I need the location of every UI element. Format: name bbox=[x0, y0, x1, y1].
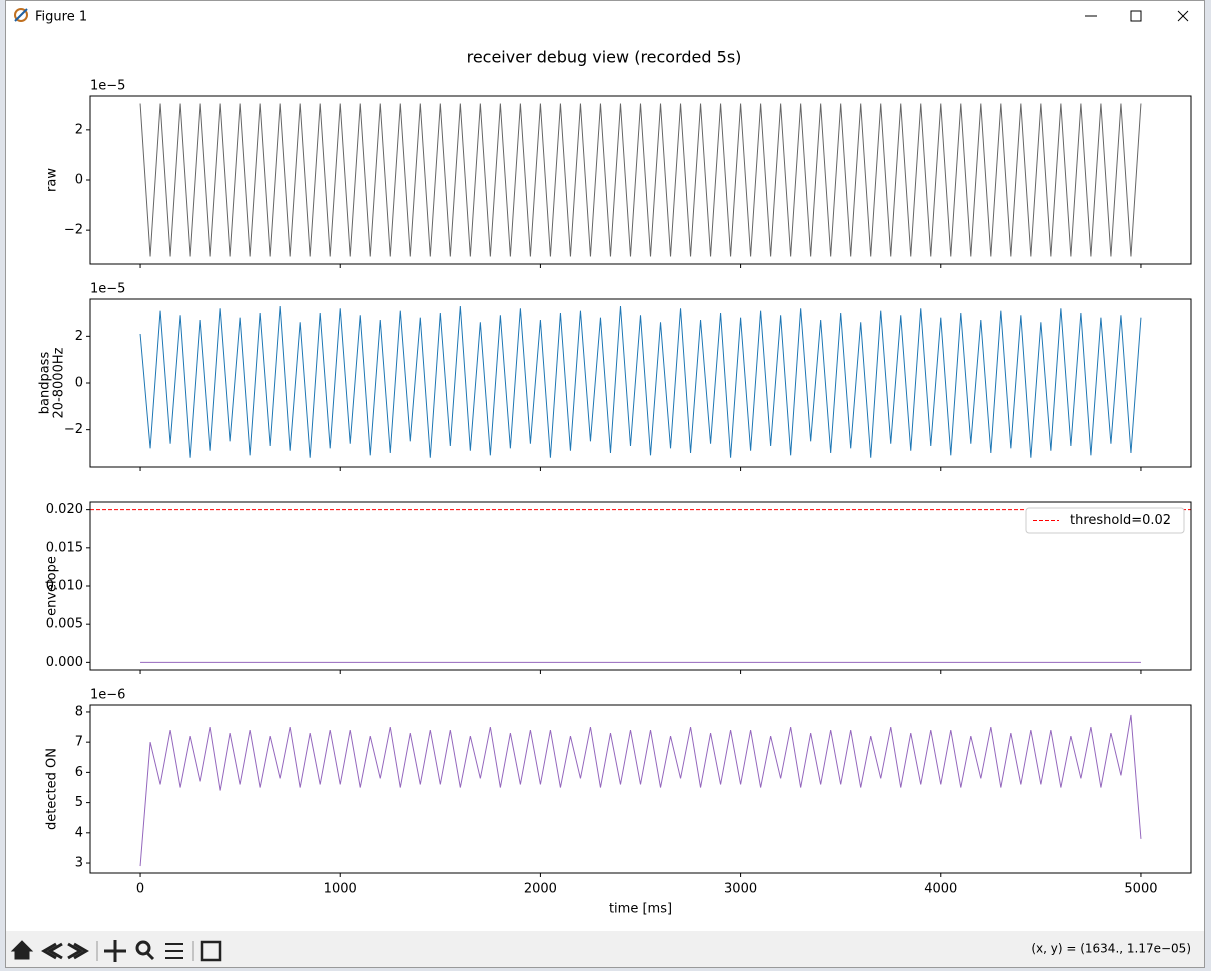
y-tick-label: −2 bbox=[64, 223, 83, 238]
axes-frame bbox=[89, 95, 1192, 265]
y-tick-label: 0.020 bbox=[46, 502, 83, 517]
x-tick-label: 3000 bbox=[724, 882, 757, 897]
status-text: (x, y) = (1634., 1.17e−05) bbox=[1031, 942, 1191, 956]
window-title: Figure 1 bbox=[35, 10, 87, 25]
x-tick-label: 2000 bbox=[524, 882, 557, 897]
y-tick-label: 4 bbox=[75, 825, 83, 840]
y-tick-label: 0.015 bbox=[46, 540, 83, 555]
x-tick-label: 4000 bbox=[924, 882, 957, 897]
offset-label: 1e−5 bbox=[90, 79, 125, 94]
y-tick-label: 0.010 bbox=[46, 579, 83, 594]
offset-label: 1e−6 bbox=[90, 688, 125, 703]
y-tick-label: 7 bbox=[75, 735, 83, 750]
window: Figure 1 receiver debug view (recorded 5… bbox=[5, 0, 1205, 968]
y-tick-label: 0 bbox=[75, 173, 83, 188]
configure-button[interactable] bbox=[165, 943, 183, 959]
y-tick-label: 8 bbox=[75, 704, 83, 719]
y-tick-label: 0 bbox=[75, 376, 83, 391]
x-tick-label: 1000 bbox=[324, 882, 357, 897]
legend-box bbox=[1025, 507, 1185, 534]
y-axis-label: raw bbox=[45, 168, 60, 192]
y-tick-label: 5 bbox=[75, 795, 83, 810]
y-tick-label: −2 bbox=[64, 422, 83, 437]
y-axis-label: 20-8000Hz bbox=[52, 347, 67, 418]
y-tick-label: 0.005 bbox=[46, 617, 83, 632]
y-tick-label: 0.000 bbox=[46, 655, 83, 670]
x-tick-label: 5000 bbox=[1124, 882, 1157, 897]
y-tick-label: 2 bbox=[75, 329, 83, 344]
axes-frame bbox=[89, 704, 1192, 874]
toolbar-icons bbox=[10, 940, 222, 962]
zoom-button[interactable] bbox=[135, 940, 155, 961]
maximize-button[interactable] bbox=[1130, 10, 1142, 22]
y-tick-label: 3 bbox=[75, 856, 83, 871]
x-tick-label: 0 bbox=[136, 882, 144, 897]
home-button[interactable] bbox=[10, 940, 34, 960]
y-axis-label: envelope bbox=[45, 556, 60, 616]
axes-frame bbox=[89, 298, 1192, 468]
y-axis-label: detected ON bbox=[45, 748, 60, 830]
data-line bbox=[139, 103, 1142, 257]
y-tick-label: 2 bbox=[75, 122, 83, 137]
forward-button[interactable] bbox=[67, 942, 89, 960]
app-icon bbox=[14, 8, 28, 22]
y-axis-label: bandpass bbox=[38, 352, 53, 415]
toolbar bbox=[6, 931, 1204, 967]
axes-frame bbox=[89, 501, 1192, 671]
save-button[interactable] bbox=[200, 940, 222, 962]
figure: Figure 1 receiver debug view (recorded 5… bbox=[6, 1, 1204, 967]
back-button[interactable] bbox=[41, 942, 63, 960]
data-line bbox=[139, 714, 1142, 867]
figure-title: receiver debug view (recorded 5s) bbox=[467, 48, 742, 67]
pan-button[interactable] bbox=[104, 940, 126, 962]
legend-label: threshold=0.02 bbox=[1070, 513, 1171, 528]
x-axis-label: time [ms] bbox=[609, 902, 672, 917]
y-tick-label: 6 bbox=[75, 765, 83, 780]
title-bar bbox=[6, 1, 1204, 31]
data-line bbox=[139, 305, 1142, 458]
offset-label: 1e−5 bbox=[90, 282, 125, 297]
close-button[interactable] bbox=[1177, 10, 1189, 22]
